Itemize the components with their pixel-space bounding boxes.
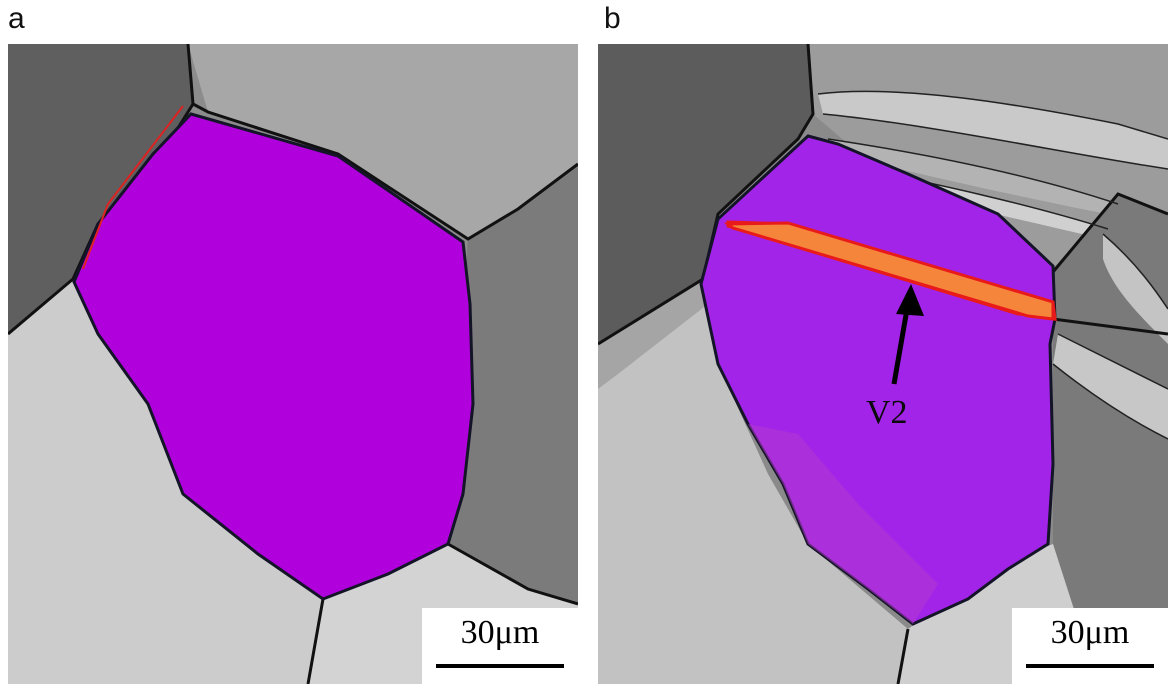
highlighted-grain-b [699, 134, 1057, 626]
scale-bar-line-b [1026, 664, 1154, 668]
grain-map-a: 30μm [8, 44, 578, 684]
panel-label-b: b [604, 2, 621, 35]
grain-map-b-image [598, 44, 1168, 684]
grain-map-a-image [8, 44, 578, 684]
scale-bar-a: 30μm [422, 608, 578, 684]
grain-map-b: V2 30μm [598, 44, 1168, 684]
scale-bar-line-a [436, 664, 564, 668]
highlighted-grain-a [72, 112, 475, 601]
scale-bar-b: 30μm [1012, 608, 1168, 684]
scale-bar-text-b: 30μm [1050, 614, 1130, 651]
panel-label-a: a [8, 2, 25, 35]
scale-bar-text-a: 30μm [460, 614, 540, 651]
twin-annotation-label: V2 [866, 394, 908, 431]
